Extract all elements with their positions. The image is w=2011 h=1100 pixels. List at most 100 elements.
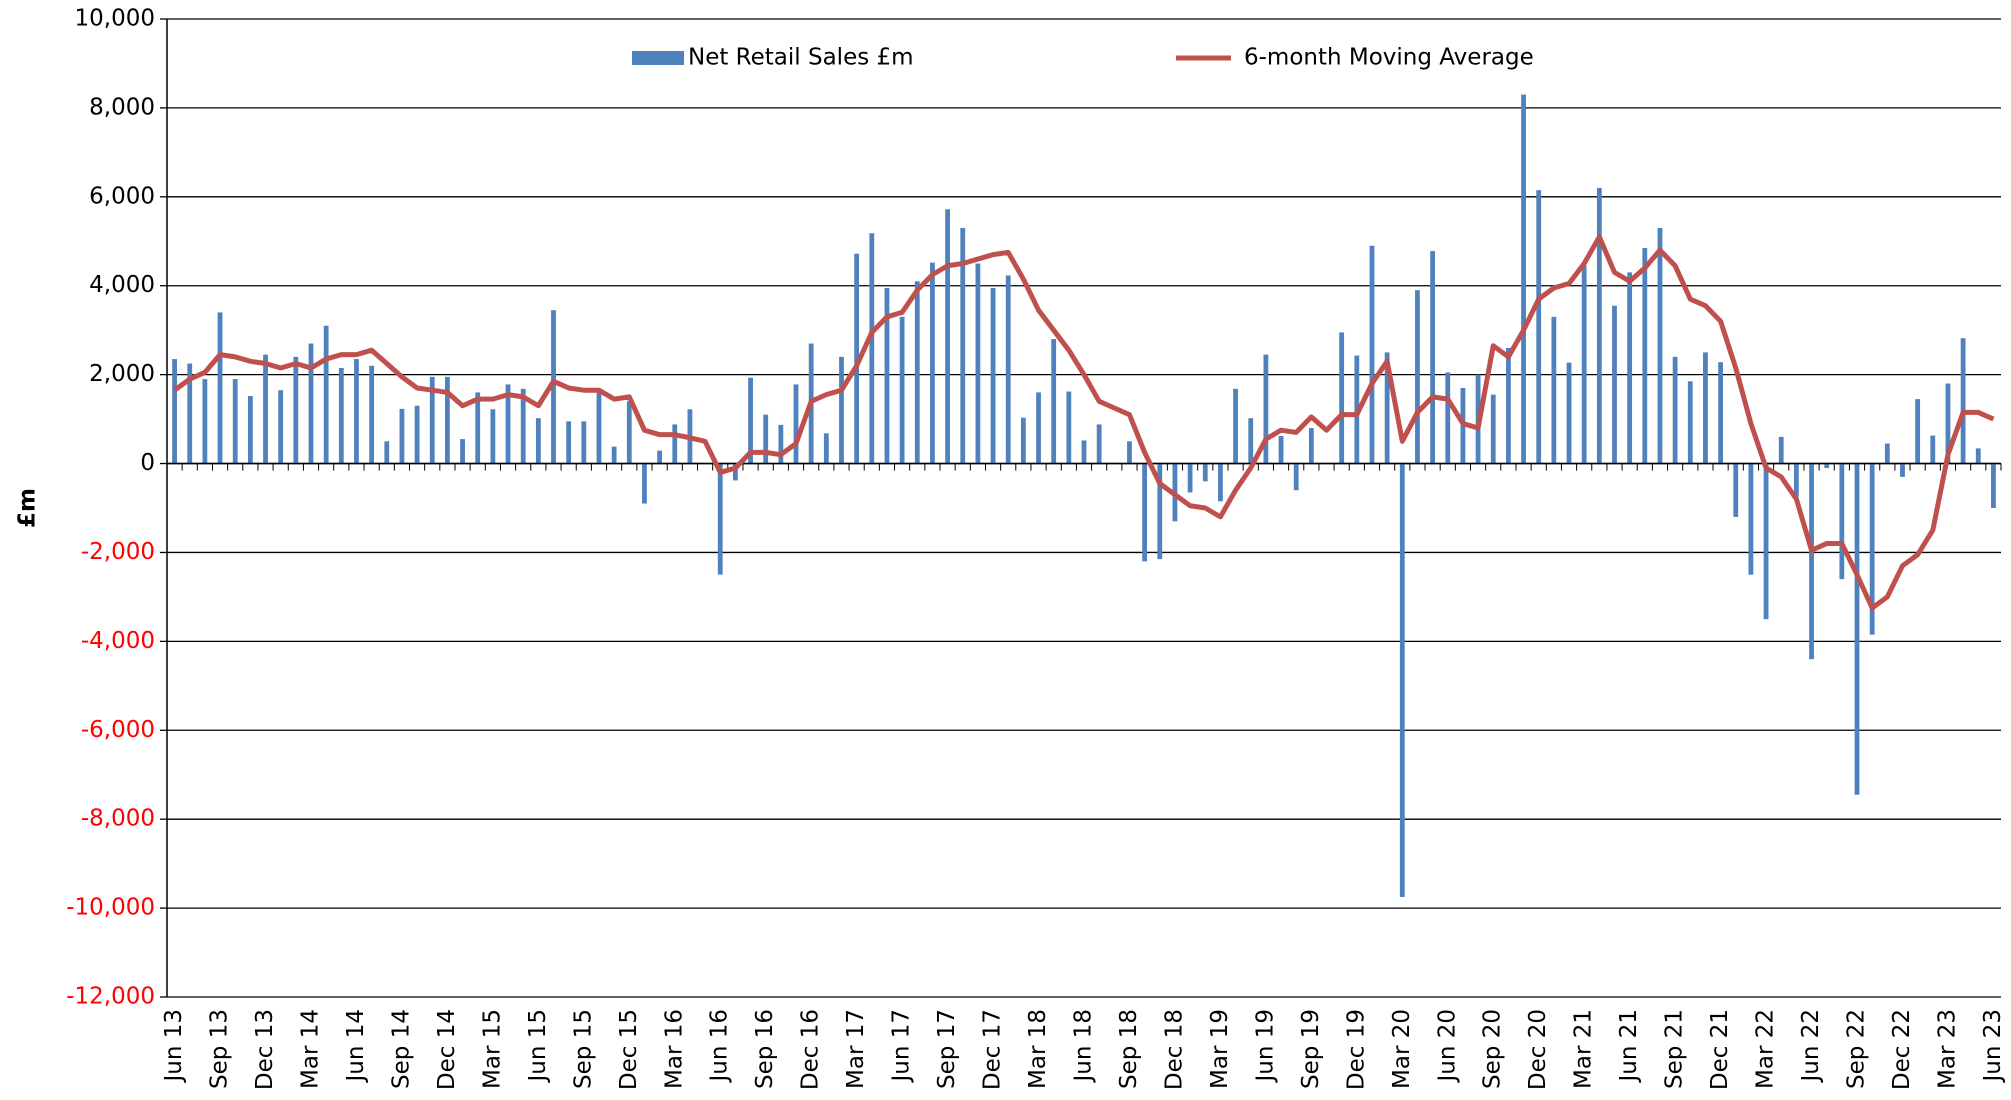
x-tick-label: Jun 19 xyxy=(1252,1009,1278,1084)
bar xyxy=(338,367,344,464)
x-tick-label: Mar 18 xyxy=(1025,1009,1051,1089)
x-tick-label: Mar 15 xyxy=(479,1009,505,1089)
x-tick-label: Jun 22 xyxy=(1798,1009,1824,1084)
bar xyxy=(914,281,920,464)
bar xyxy=(990,287,996,464)
x-tick-label: Dec 22 xyxy=(1889,1009,1915,1090)
line xyxy=(173,234,1995,611)
x-tick-label: Dec 14 xyxy=(434,1009,460,1090)
bar xyxy=(793,384,799,464)
bar xyxy=(1384,352,1390,464)
x-tick-label: Mar 20 xyxy=(1389,1009,1415,1089)
bar xyxy=(1096,424,1102,464)
x-tick-label: Jun 20 xyxy=(1434,1009,1460,1084)
x-tick-label: Sep 13 xyxy=(207,1009,233,1089)
bar xyxy=(1884,443,1890,464)
bar xyxy=(1687,381,1693,464)
y-tick-label: -4,000 xyxy=(81,628,155,654)
bar xyxy=(1824,463,1830,468)
bar xyxy=(1521,94,1526,464)
y-tick-label: -6,000 xyxy=(81,717,155,743)
bar xyxy=(247,395,253,464)
bar xyxy=(581,421,587,464)
bar xyxy=(1900,463,1905,477)
bar xyxy=(1596,187,1602,464)
y-tick-label: -12,000 xyxy=(66,984,155,1010)
legend-label: 6-month Moving Average xyxy=(1244,45,1534,71)
bar xyxy=(354,359,359,464)
bar xyxy=(1445,372,1451,464)
bar xyxy=(1991,463,1996,508)
x-tick-label: Dec 20 xyxy=(1525,1009,1551,1090)
bar xyxy=(1975,448,1981,464)
bar xyxy=(839,356,844,464)
x-tick-label: Mar 21 xyxy=(1571,1009,1597,1089)
x-tick-label: Jun 18 xyxy=(1071,1009,1097,1084)
bar xyxy=(1005,275,1011,464)
bar xyxy=(1308,427,1314,464)
x-tick-label: Sep 15 xyxy=(570,1009,596,1089)
bar xyxy=(1793,463,1799,497)
x-tick-label: Mar 23 xyxy=(1934,1009,1960,1089)
x-tick-label: Sep 17 xyxy=(934,1009,960,1089)
bar xyxy=(748,377,753,464)
x-tick-label: Dec 13 xyxy=(252,1009,278,1090)
bar xyxy=(1263,354,1269,464)
bar xyxy=(1642,247,1648,464)
bar xyxy=(778,424,784,464)
x-tick-label: Jun 15 xyxy=(525,1009,551,1084)
bar xyxy=(1202,463,1208,482)
bar xyxy=(1945,383,1951,464)
bar xyxy=(323,325,329,464)
bar xyxy=(1551,316,1557,464)
bar xyxy=(1672,356,1678,464)
bar xyxy=(1415,290,1420,464)
bar xyxy=(475,392,481,464)
bar xyxy=(1339,332,1345,464)
bar xyxy=(1915,399,1921,464)
bar xyxy=(1566,362,1572,464)
bar xyxy=(763,414,769,464)
bar xyxy=(505,384,511,464)
bar xyxy=(520,388,526,464)
bar xyxy=(672,424,678,464)
bar xyxy=(626,401,632,464)
bar xyxy=(566,421,572,464)
bar xyxy=(429,376,435,464)
bar xyxy=(263,354,268,464)
bar xyxy=(732,463,738,481)
bar xyxy=(1748,463,1754,575)
bar xyxy=(172,359,177,464)
bar xyxy=(1536,190,1542,464)
bar xyxy=(202,379,208,464)
bar xyxy=(975,263,981,464)
bar xyxy=(217,312,223,464)
bar xyxy=(1248,418,1254,464)
y-tick-label: -10,000 xyxy=(66,895,155,921)
bar xyxy=(1733,463,1739,517)
bar xyxy=(611,446,617,464)
bar xyxy=(1490,394,1496,464)
bar xyxy=(445,376,450,464)
bar xyxy=(1854,463,1860,795)
x-tick-label: Dec 15 xyxy=(616,1009,642,1090)
y-tick-label: 4,000 xyxy=(89,272,155,298)
x-tick-label: Jun 23 xyxy=(1980,1009,2006,1084)
x-tick-label: Dec 21 xyxy=(1707,1009,1733,1090)
bar xyxy=(293,356,299,464)
bar xyxy=(657,450,663,464)
bar xyxy=(823,433,829,464)
x-tick-label: Jun 13 xyxy=(161,1009,187,1084)
x-tick-label: Mar 17 xyxy=(843,1009,869,1089)
bar xyxy=(535,418,541,464)
bar xyxy=(1839,463,1845,580)
bar xyxy=(1657,227,1663,464)
x-tick-label: Sep 18 xyxy=(1116,1009,1142,1089)
bar xyxy=(1718,362,1723,464)
y-tick-label: -2,000 xyxy=(81,539,155,565)
x-tick-label: Jun 17 xyxy=(889,1009,915,1084)
bar xyxy=(460,439,465,464)
x-tick-label: Jun 14 xyxy=(343,1009,369,1084)
bar xyxy=(869,233,875,464)
